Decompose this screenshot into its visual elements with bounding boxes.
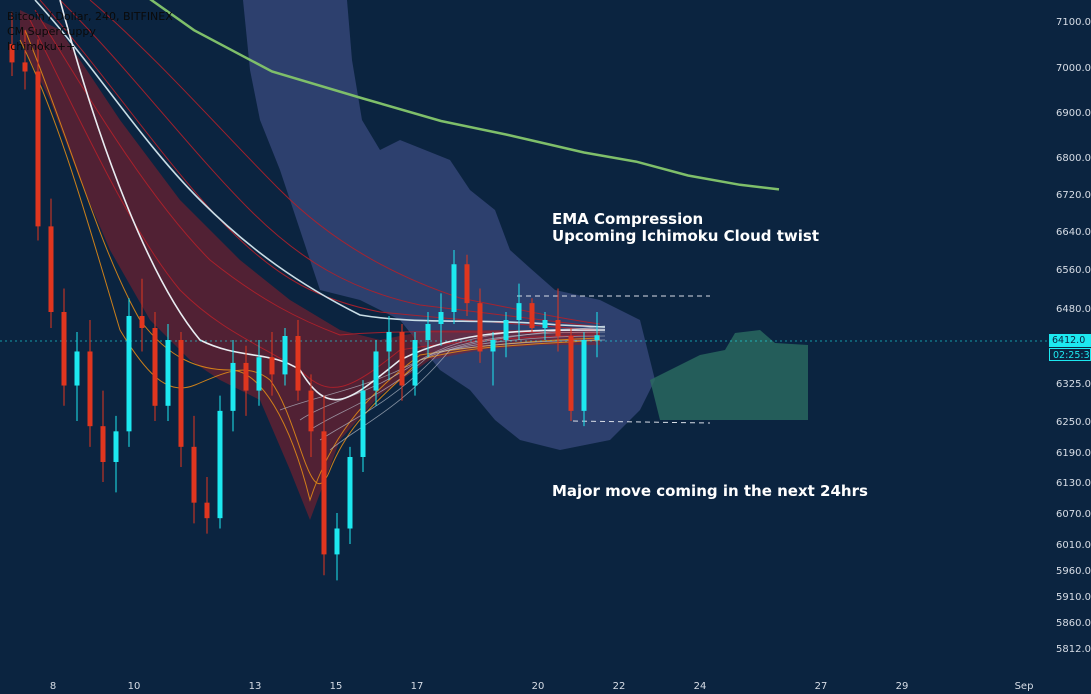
annotation-compression-line2: Upcoming Ichimoku Cloud twist: [552, 227, 819, 245]
candle-body: [542, 320, 548, 328]
candle-body: [477, 303, 483, 352]
candle-body: [529, 303, 535, 328]
compression-line-2: [319, 335, 606, 441]
candle-body: [87, 351, 93, 427]
countdown-badge: 02:25:30: [1049, 348, 1091, 361]
candle-body: [61, 312, 67, 386]
candle-body: [165, 340, 171, 406]
candle-body: [503, 320, 509, 340]
candle-body: [347, 457, 353, 529]
time-tick-label: 20: [532, 681, 545, 692]
superguppy-line-5: [59, 0, 601, 328]
candle-body: [295, 336, 301, 391]
superguppy-line-3: [34, 9, 601, 336]
price-tick-label: 6130.0: [1056, 478, 1091, 489]
candle-body: [204, 502, 210, 519]
candle-body: [35, 71, 41, 227]
time-tick-label: 17: [411, 681, 424, 692]
annotation-ema-compression[interactable]: EMA Compression Upcoming Ichimoku Cloud …: [552, 211, 819, 245]
candle-body: [373, 351, 379, 391]
price-tick-label: 6720.0: [1056, 190, 1091, 201]
price-tick-label: 6480.0: [1056, 304, 1091, 315]
ichimoku-cloud-bullish: [650, 330, 808, 420]
price-tick-label: 6190.0: [1056, 448, 1091, 459]
price-tick-label: 7100.0: [1056, 17, 1091, 28]
range-bottom-dashed: [572, 420, 711, 424]
price-tick-label: 6900.0: [1056, 108, 1091, 119]
candle-body: [22, 62, 28, 72]
superguppy-line-6: [89, 0, 601, 325]
price-tick-label: 6250.0: [1056, 417, 1091, 428]
candle-body: [568, 336, 574, 411]
candle-body: [230, 362, 236, 411]
superguppy-line-1: [24, 29, 601, 502]
ma-200-line: [149, 0, 780, 191]
candle-body: [9, 44, 15, 63]
indicator-ichimoku-label[interactable]: Ichimoku++: [7, 40, 76, 53]
last-price-badge: 6412.0: [1049, 334, 1091, 347]
candle-body: [217, 410, 223, 519]
indicator-superguppy-label[interactable]: CM SuperGuppy: [7, 25, 96, 38]
candle-body: [464, 264, 470, 304]
candle-body: [126, 316, 132, 432]
price-tick-label: 5910.0: [1056, 592, 1091, 603]
annotation-compression-line1: EMA Compression: [552, 210, 704, 228]
candle-body: [269, 357, 275, 375]
candle-body: [178, 340, 184, 447]
candle-body: [594, 335, 600, 340]
candle-body: [581, 340, 587, 411]
price-tick-label: 6325.0: [1056, 379, 1091, 390]
symbol-title[interactable]: Bitcoin / Dollar, 240, BITFINEX: [7, 10, 173, 23]
annotation-major-move[interactable]: Major move coming in the next 24hrs: [552, 482, 868, 500]
candle-body: [308, 390, 314, 432]
price-tick-label: 6010.0: [1056, 540, 1091, 551]
compression-line-1: [309, 331, 606, 431]
price-tick-label: 5960.0: [1056, 566, 1091, 577]
candle-body: [555, 320, 561, 336]
time-tick-label: Sep: [1015, 681, 1034, 692]
candle-body: [139, 316, 145, 328]
time-tick-label: 24: [694, 681, 707, 692]
candle-body: [425, 324, 431, 340]
candle-body: [386, 332, 392, 352]
price-axis: 7100.0 7000.0 6900.0 6800.0 6720.0 6640.0 6560…: [1056, 17, 1091, 655]
candle-body: [399, 332, 405, 386]
candle-body: [100, 426, 106, 462]
time-tick-label: 27: [815, 681, 828, 692]
candle-body: [334, 528, 340, 555]
time-axis: 8 10 13 15 17 20 22 24 27 29 Sep: [50, 681, 1034, 692]
time-tick-label: 8: [50, 681, 56, 692]
candle-body: [412, 340, 418, 386]
candle-body: [438, 312, 444, 324]
candle-body: [48, 226, 54, 312]
time-tick-label: 15: [330, 681, 343, 692]
candle-body: [113, 431, 119, 462]
candle-body: [490, 340, 496, 352]
price-tick-label: 6800.0: [1056, 153, 1091, 164]
candle-body: [256, 357, 262, 391]
candle-body: [243, 362, 249, 391]
price-tick-label: 5860.0: [1056, 618, 1091, 629]
time-tick-label: 29: [896, 681, 909, 692]
candle-body: [152, 328, 158, 406]
price-tick-label: 6560.0: [1056, 265, 1091, 276]
chart-legend: Bitcoin / Dollar, 240, BITFINEX CM Super…: [7, 9, 173, 54]
time-tick-label: 22: [613, 681, 626, 692]
candle-body: [360, 390, 366, 457]
candle-body: [321, 431, 327, 555]
candle-body: [74, 351, 80, 386]
ema-white-slow: [34, 0, 606, 328]
candle-body: [451, 264, 457, 312]
price-tick-label: 5812.0: [1056, 644, 1091, 655]
candle-body: [191, 446, 197, 503]
candle-body: [516, 303, 522, 320]
time-tick-label: 13: [249, 681, 262, 692]
price-tick-label: 6070.0: [1056, 509, 1091, 520]
price-tick-label: 7000.0: [1056, 63, 1091, 74]
candle-body: [282, 336, 288, 375]
price-tick-label: 6640.0: [1056, 227, 1091, 238]
time-tick-label: 10: [128, 681, 141, 692]
